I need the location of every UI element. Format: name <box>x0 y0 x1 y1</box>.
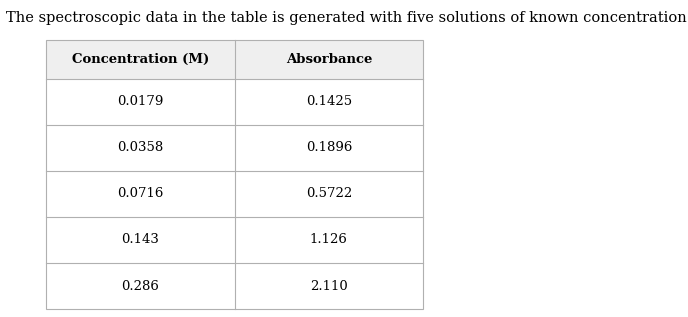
Text: Absorbance: Absorbance <box>286 53 372 66</box>
Bar <box>46 263 423 309</box>
Text: 0.5722: 0.5722 <box>305 187 352 200</box>
Text: 0.143: 0.143 <box>121 233 160 246</box>
Text: 1.126: 1.126 <box>310 233 348 246</box>
Bar <box>46 171 423 217</box>
Text: 2.110: 2.110 <box>310 280 347 293</box>
Bar <box>46 40 423 309</box>
Bar <box>46 79 423 125</box>
Text: The spectroscopic data in the table is generated with five solutions of known co: The spectroscopic data in the table is g… <box>6 11 688 25</box>
Text: 0.286: 0.286 <box>121 280 160 293</box>
Text: 0.0179: 0.0179 <box>117 95 164 108</box>
Text: 0.1425: 0.1425 <box>305 95 352 108</box>
Bar <box>46 40 235 79</box>
Bar <box>235 40 423 79</box>
Bar <box>46 217 423 263</box>
Text: Concentration (M): Concentration (M) <box>72 53 209 66</box>
Text: 0.0716: 0.0716 <box>117 187 164 200</box>
Text: 0.1896: 0.1896 <box>305 141 352 154</box>
Bar <box>46 125 423 171</box>
Text: 0.0358: 0.0358 <box>117 141 164 154</box>
